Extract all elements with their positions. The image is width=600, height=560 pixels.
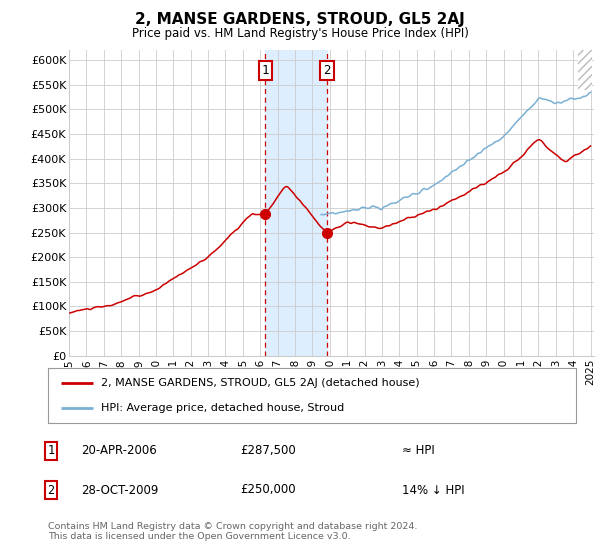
- Text: ≈ HPI: ≈ HPI: [402, 444, 435, 458]
- Text: 14% ↓ HPI: 14% ↓ HPI: [402, 483, 464, 497]
- Text: 20-APR-2006: 20-APR-2006: [81, 444, 157, 458]
- Text: 2: 2: [47, 483, 55, 497]
- Text: Contains HM Land Registry data © Crown copyright and database right 2024.
This d: Contains HM Land Registry data © Crown c…: [48, 522, 418, 542]
- Text: 2, MANSE GARDENS, STROUD, GL5 2AJ (detached house): 2, MANSE GARDENS, STROUD, GL5 2AJ (detac…: [101, 378, 419, 388]
- Text: 1: 1: [47, 444, 55, 458]
- Text: HPI: Average price, detached house, Stroud: HPI: Average price, detached house, Stro…: [101, 403, 344, 413]
- Text: 2, MANSE GARDENS, STROUD, GL5 2AJ: 2, MANSE GARDENS, STROUD, GL5 2AJ: [135, 12, 465, 27]
- Text: 28-OCT-2009: 28-OCT-2009: [81, 483, 158, 497]
- Text: 1: 1: [262, 64, 269, 77]
- Text: £287,500: £287,500: [240, 444, 296, 458]
- Bar: [265, 50, 327, 356]
- Text: £250,000: £250,000: [240, 483, 296, 497]
- Text: Price paid vs. HM Land Registry's House Price Index (HPI): Price paid vs. HM Land Registry's House …: [131, 27, 469, 40]
- Text: 2: 2: [323, 64, 331, 77]
- Bar: [578, 50, 592, 90]
